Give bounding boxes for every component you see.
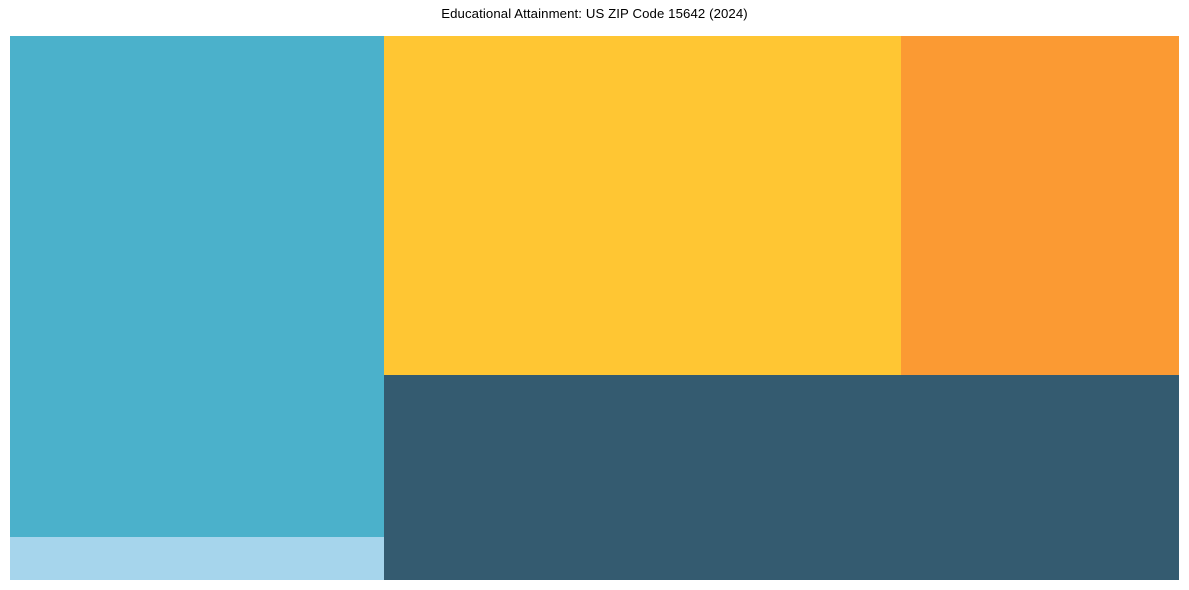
treemap-plot-area: High school graduate (or equivalency) Le…: [10, 36, 1179, 580]
treemap-tile-some-college-associates[interactable]: Some college or Associate's degree: [384, 36, 901, 375]
treemap-tile-high-school-graduate[interactable]: High school graduate (or equivalency): [10, 36, 385, 538]
chart-title: Educational Attainment: US ZIP Code 1564…: [441, 6, 748, 21]
treemap-tile-graduate-professional-degree[interactable]: Graduate or professional degree: [900, 36, 1179, 375]
treemap-tile-less-than-high-school[interactable]: Less than high school diploma: [10, 537, 385, 580]
treemap-tile-bachelors-degree[interactable]: Bachelor's degree: [384, 374, 1179, 580]
